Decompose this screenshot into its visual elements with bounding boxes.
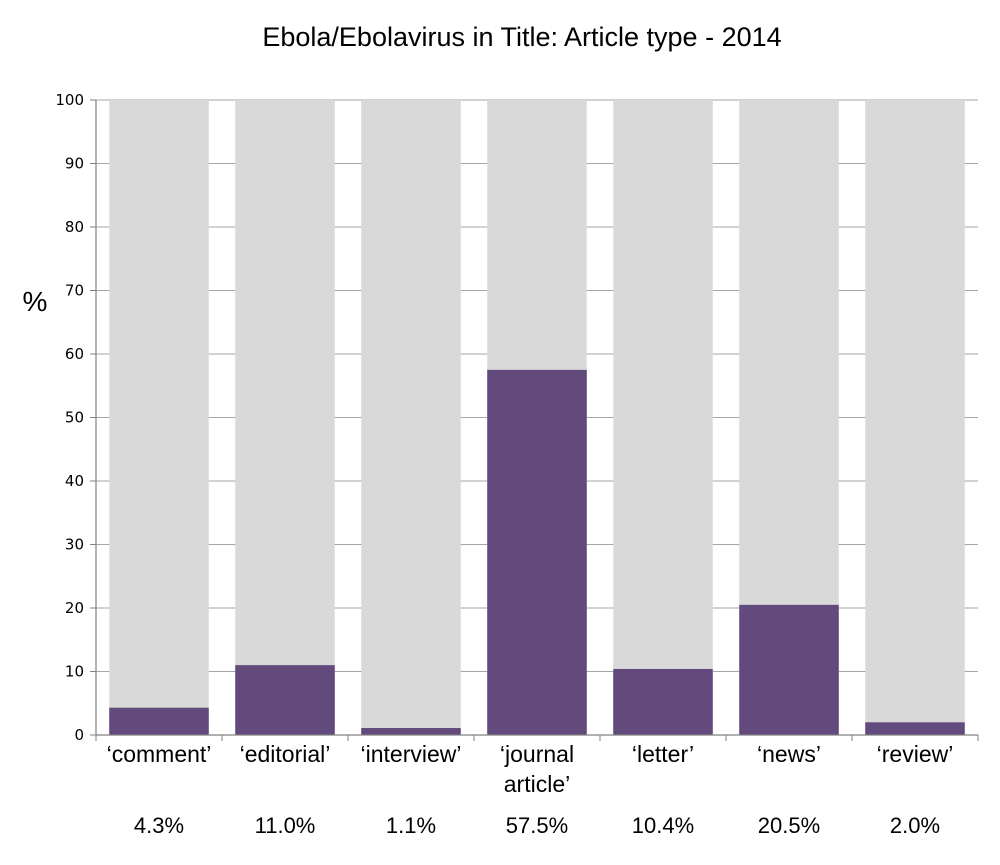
value-bar-6 (739, 604, 839, 735)
value-label-3: 1.1% (386, 813, 436, 838)
category-label-line: ‘letter’ (632, 741, 694, 767)
value-bar-3 (361, 728, 461, 735)
value-label-7: 2.0% (890, 813, 940, 838)
y-tick-label-0: 0 (74, 726, 84, 744)
axes (95, 100, 979, 741)
y-axis-label: % (23, 286, 48, 317)
background-bar-2 (235, 100, 335, 735)
value-label-4: 57.5% (506, 813, 568, 838)
category-label-line: article’ (504, 771, 570, 797)
category-label-2: ‘editorial’ (240, 741, 331, 767)
value-bar-2 (235, 665, 335, 735)
category-label-line: ‘journal (500, 741, 574, 767)
y-tick-label-100: 100 (55, 91, 84, 109)
value-label-6: 20.5% (758, 813, 820, 838)
value-bars (109, 369, 965, 735)
y-axis-ticks: 0 10 20 30 40 50 60 70 80 90 100 (55, 91, 96, 744)
value-bar-7 (865, 722, 965, 735)
background-bar-1 (109, 100, 209, 735)
category-label-line: ‘news’ (757, 741, 821, 767)
value-label-1: 4.3% (134, 813, 184, 838)
category-label-3: ‘interview’ (361, 741, 462, 767)
value-label-2: 11.0% (255, 813, 316, 838)
category-label-line: ‘editorial’ (240, 741, 331, 767)
value-label-5: 10.4% (632, 813, 694, 838)
category-label-5: ‘letter’ (632, 741, 694, 767)
y-tick-label-30: 30 (65, 536, 84, 554)
y-tick-label-90: 90 (65, 155, 84, 173)
category-label-line: ‘review’ (877, 741, 954, 767)
y-tick-label-40: 40 (65, 472, 84, 490)
y-tick-label-80: 80 (65, 218, 84, 236)
category-label-line: ‘interview’ (361, 741, 462, 767)
y-tick-label-70: 70 (65, 282, 84, 300)
category-labels: ‘comment’ ‘editorial’ ‘interview’ ‘journal a… (107, 741, 954, 797)
value-bar-1 (109, 707, 209, 735)
chart-title: Ebola/Ebolavirus in Title: Article type … (262, 22, 781, 52)
background-bar-7 (865, 100, 965, 735)
background-bar-5 (613, 100, 713, 735)
category-label-6: ‘news’ (757, 741, 821, 767)
value-bar-4 (487, 369, 587, 735)
category-label-4: ‘journal article’ (500, 741, 574, 797)
value-bar-5 (613, 668, 713, 735)
value-labels: 4.3% 11.0% 1.1% 57.5% 10.4% 20.5% 2.0% (134, 813, 940, 838)
category-label-1: ‘comment’ (107, 741, 212, 767)
y-tick-label-60: 60 (65, 345, 84, 363)
y-tick-label-10: 10 (65, 663, 84, 681)
background-bar-3 (361, 100, 461, 735)
y-tick-label-50: 50 (65, 409, 84, 427)
y-tick-label-20: 20 (65, 599, 84, 617)
category-label-7: ‘review’ (877, 741, 954, 767)
category-label-line: ‘comment’ (107, 741, 212, 767)
